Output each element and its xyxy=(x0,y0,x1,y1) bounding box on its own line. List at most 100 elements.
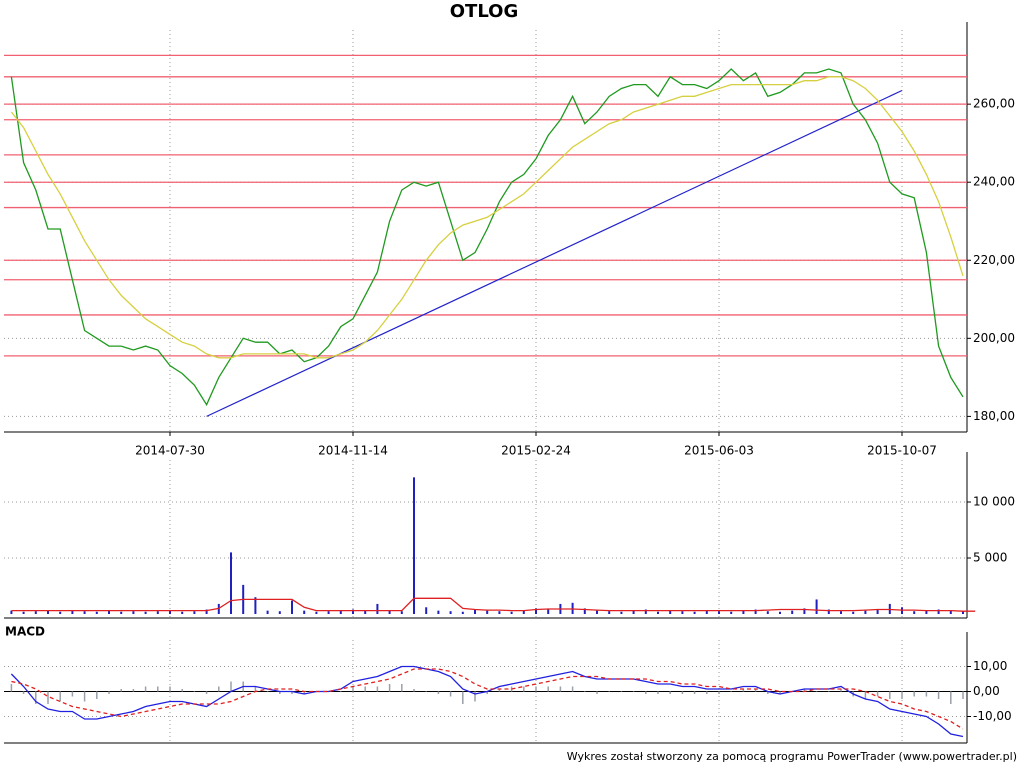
bar xyxy=(962,611,964,614)
bar xyxy=(144,686,147,692)
bar xyxy=(132,611,135,614)
bar xyxy=(754,609,757,614)
bar xyxy=(47,610,49,614)
bar xyxy=(876,609,879,614)
bar xyxy=(303,610,306,614)
bar xyxy=(352,609,354,614)
bar xyxy=(96,691,98,699)
bar xyxy=(400,611,403,614)
bar xyxy=(59,691,61,702)
bar xyxy=(10,684,13,692)
bar xyxy=(144,611,147,614)
series-line xyxy=(10,76,964,359)
bar xyxy=(364,610,367,614)
bar xyxy=(937,609,940,614)
bar xyxy=(620,691,623,692)
bar xyxy=(205,609,208,614)
series-line xyxy=(10,68,964,407)
bar xyxy=(681,691,684,694)
bar xyxy=(645,691,647,694)
bar xyxy=(779,691,781,694)
bar xyxy=(266,610,269,614)
bar xyxy=(193,691,196,692)
footer: Wykres został stworzony za pomocą progra… xyxy=(567,750,1017,763)
bar xyxy=(803,689,806,692)
bar xyxy=(230,681,232,692)
x-tick-label: 2015-10-07 xyxy=(867,444,937,458)
bar xyxy=(169,686,171,692)
bar xyxy=(108,610,110,614)
bar xyxy=(218,686,220,692)
bar xyxy=(120,611,123,614)
bar xyxy=(266,691,269,692)
bar xyxy=(376,686,379,692)
bar xyxy=(279,691,281,694)
bar xyxy=(767,691,769,694)
bar xyxy=(71,691,74,697)
x-tick-label: 2014-07-30 xyxy=(135,444,205,458)
bar xyxy=(413,477,415,614)
bar xyxy=(705,610,708,614)
series-line xyxy=(11,668,964,730)
bar xyxy=(132,689,135,692)
bar xyxy=(742,610,745,614)
y-tick-label: 200,00 xyxy=(973,331,1015,345)
bar xyxy=(522,610,525,614)
bar xyxy=(22,691,25,694)
panel-title: MACD xyxy=(5,625,45,639)
bar xyxy=(510,611,513,614)
bar xyxy=(352,686,354,692)
bar xyxy=(925,691,928,697)
bar xyxy=(388,684,391,692)
bar xyxy=(718,691,720,694)
bar xyxy=(376,603,379,614)
bar xyxy=(83,611,86,614)
bar xyxy=(157,686,159,692)
bar xyxy=(71,610,74,614)
series-line xyxy=(10,665,964,738)
bar xyxy=(327,611,330,614)
x-tick-label: 2014-11-14 xyxy=(318,444,388,458)
bar xyxy=(523,686,525,692)
bar xyxy=(669,610,672,614)
bar xyxy=(547,686,549,692)
bar xyxy=(254,597,257,614)
bar xyxy=(278,611,281,614)
bar xyxy=(815,691,818,692)
bar xyxy=(937,691,940,699)
bar xyxy=(925,610,928,614)
bar xyxy=(584,691,586,692)
bar xyxy=(230,552,232,614)
bar xyxy=(730,611,733,614)
y-tick-label: 5 000 xyxy=(973,551,1007,565)
bar xyxy=(413,689,415,692)
bar xyxy=(571,686,574,692)
bar xyxy=(596,610,598,614)
trend-line xyxy=(206,89,903,417)
bar xyxy=(401,684,403,692)
bar xyxy=(486,691,488,694)
bar xyxy=(693,611,696,614)
bar xyxy=(669,691,671,694)
bar xyxy=(340,691,342,692)
bar xyxy=(742,689,745,692)
bar xyxy=(315,611,318,614)
bar xyxy=(632,610,635,614)
bar xyxy=(291,600,293,614)
bar xyxy=(620,611,623,614)
bar xyxy=(437,691,440,694)
bar xyxy=(644,609,647,614)
bar xyxy=(462,691,464,704)
bar xyxy=(730,691,732,692)
bar xyxy=(169,610,171,614)
bar xyxy=(425,607,428,614)
bar xyxy=(181,611,184,614)
bar xyxy=(108,691,110,694)
bar xyxy=(156,611,159,614)
x-tick-label: 2015-06-03 xyxy=(684,444,754,458)
y-tick-label: 10,00 xyxy=(973,659,1007,673)
bar xyxy=(632,691,635,692)
bar xyxy=(815,599,818,614)
